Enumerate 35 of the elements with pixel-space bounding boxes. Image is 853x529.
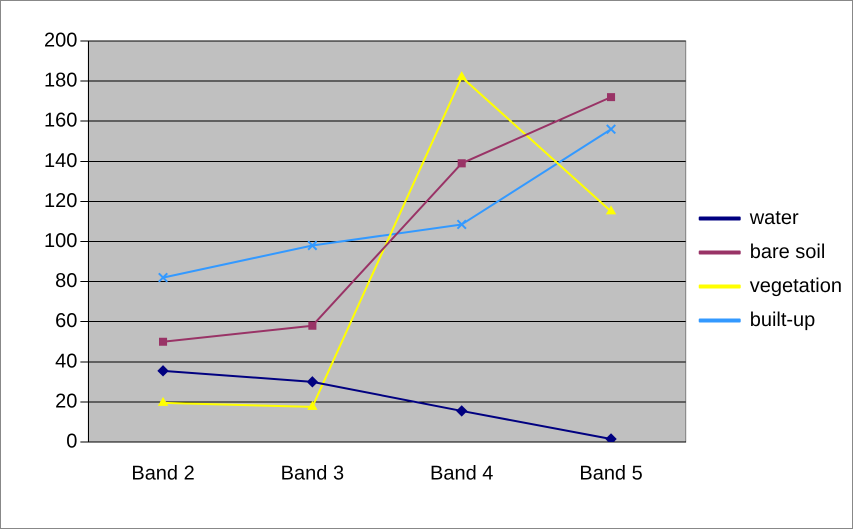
point: [606, 433, 617, 442]
y-tick-label: 160: [44, 110, 78, 132]
point: [456, 405, 468, 416]
point: [606, 206, 616, 214]
x-tick-label: Band 5: [579, 462, 643, 485]
point: [307, 240, 318, 251]
y-tick-label: 200: [44, 30, 78, 52]
point: [606, 124, 616, 134]
point: [158, 397, 168, 406]
point: [306, 376, 318, 388]
legend-label: vegetation: [750, 275, 842, 298]
y-tick-label: 180: [44, 70, 78, 92]
legend-label: built-up: [750, 309, 816, 332]
point: [458, 159, 466, 168]
point: [308, 322, 316, 330]
y-tick-label: 120: [44, 190, 78, 212]
x-tick-label: Band 4: [430, 462, 494, 485]
y-tick-label: 60: [55, 310, 78, 332]
legend-label: water: [748, 207, 799, 230]
point: [308, 401, 318, 410]
point: [607, 93, 616, 102]
y-tick-label: 20: [55, 390, 78, 412]
y-tick-label: 0: [66, 430, 78, 453]
point: [159, 338, 168, 346]
y-tick-label: 100: [44, 230, 78, 252]
y-tick-label: 40: [55, 350, 78, 372]
point: [456, 219, 467, 230]
point: [456, 72, 467, 80]
x-tick-label: Band 2: [131, 462, 195, 485]
point: [158, 365, 169, 376]
legend-label: bare soil: [750, 241, 826, 264]
y-tick-label: 140: [44, 150, 78, 172]
point: [158, 272, 168, 283]
y-tick-label: 80: [55, 270, 78, 292]
x-tick-label: Band 3: [280, 462, 344, 485]
